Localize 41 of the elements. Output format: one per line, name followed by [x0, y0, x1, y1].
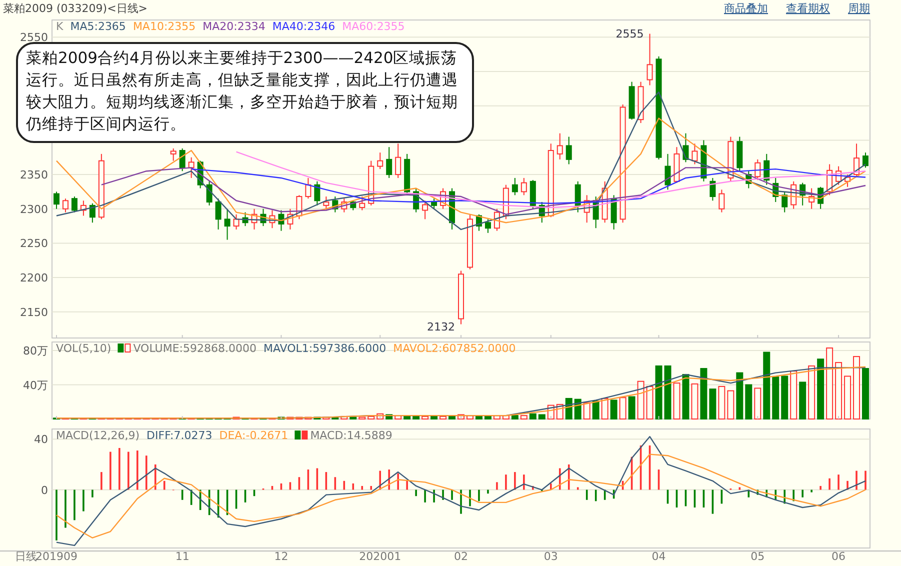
text: DIFF:7.0273 — [146, 429, 212, 442]
y-tick-label: 2250 — [20, 237, 48, 250]
y-tick-label: 2350 — [20, 168, 48, 182]
y-tick-label: 2550 — [20, 31, 48, 44]
x-axis-title: 日线 — [15, 550, 37, 563]
y-tick-label: 80万 — [23, 344, 48, 358]
legend-label: MACD:14.5889 — [310, 429, 392, 442]
chart-title: 菜粕2009 (033209)<日线> — [3, 2, 148, 15]
y-tick-label: 40万 — [23, 378, 48, 392]
x-tick-label: 03 — [544, 550, 558, 563]
chart-title: MACD(12,26,9) — [56, 429, 140, 442]
annotation: 2132 — [427, 320, 455, 334]
x-tick-label: 06 — [832, 550, 846, 563]
x-tick-label: 202001 — [359, 550, 402, 563]
x-tick-label: 11 — [175, 550, 190, 563]
x-tick-label: 12 — [274, 550, 288, 563]
text: MA40:2346 — [272, 20, 336, 33]
text: DEA:-0.2671 — [219, 429, 288, 442]
annotation: 菜粕2009合约4月份以来主要维持于2300——2420区域振荡运行。近日虽然有所走高，但缺乏量能支撑，因此上行仍遭遇较大阻力。短期均线逐渐汇集，多空开始趋于胶着，预计短期仍维持于区间内运行。 — [26, 49, 458, 133]
text: 查看期权 — [786, 2, 830, 15]
text: MAVOL1:597386.6000 — [263, 342, 386, 355]
y-tick-label: 0 — [41, 484, 48, 497]
text: 商品叠加 — [724, 2, 768, 15]
x-tick-label: 04 — [652, 550, 666, 563]
legend-title: K — [56, 20, 64, 33]
text: MA10:2355 — [132, 20, 196, 33]
text: MAVOL2:607852.0000 — [393, 342, 516, 355]
y-tick-label: 40 — [34, 433, 48, 446]
x-tick-label: 201909 — [35, 550, 78, 563]
x-tick-label: 02 — [454, 550, 468, 563]
text: MA20:2334 — [202, 20, 266, 33]
y-tick-label: 2150 — [20, 306, 48, 319]
chart-title: VOL(5,10) — [56, 342, 112, 355]
annotation: 2555 — [616, 28, 644, 41]
y-tick-label: 2300 — [20, 202, 48, 216]
text: MA5:2365 — [70, 20, 126, 33]
x-tick-label: 05 — [750, 550, 765, 563]
text: 周期 — [848, 2, 870, 15]
y-tick-label: 2200 — [20, 272, 48, 285]
text: MA60:2355 — [342, 20, 405, 33]
legend-label: VOLUME:592868.0000 — [133, 342, 256, 355]
